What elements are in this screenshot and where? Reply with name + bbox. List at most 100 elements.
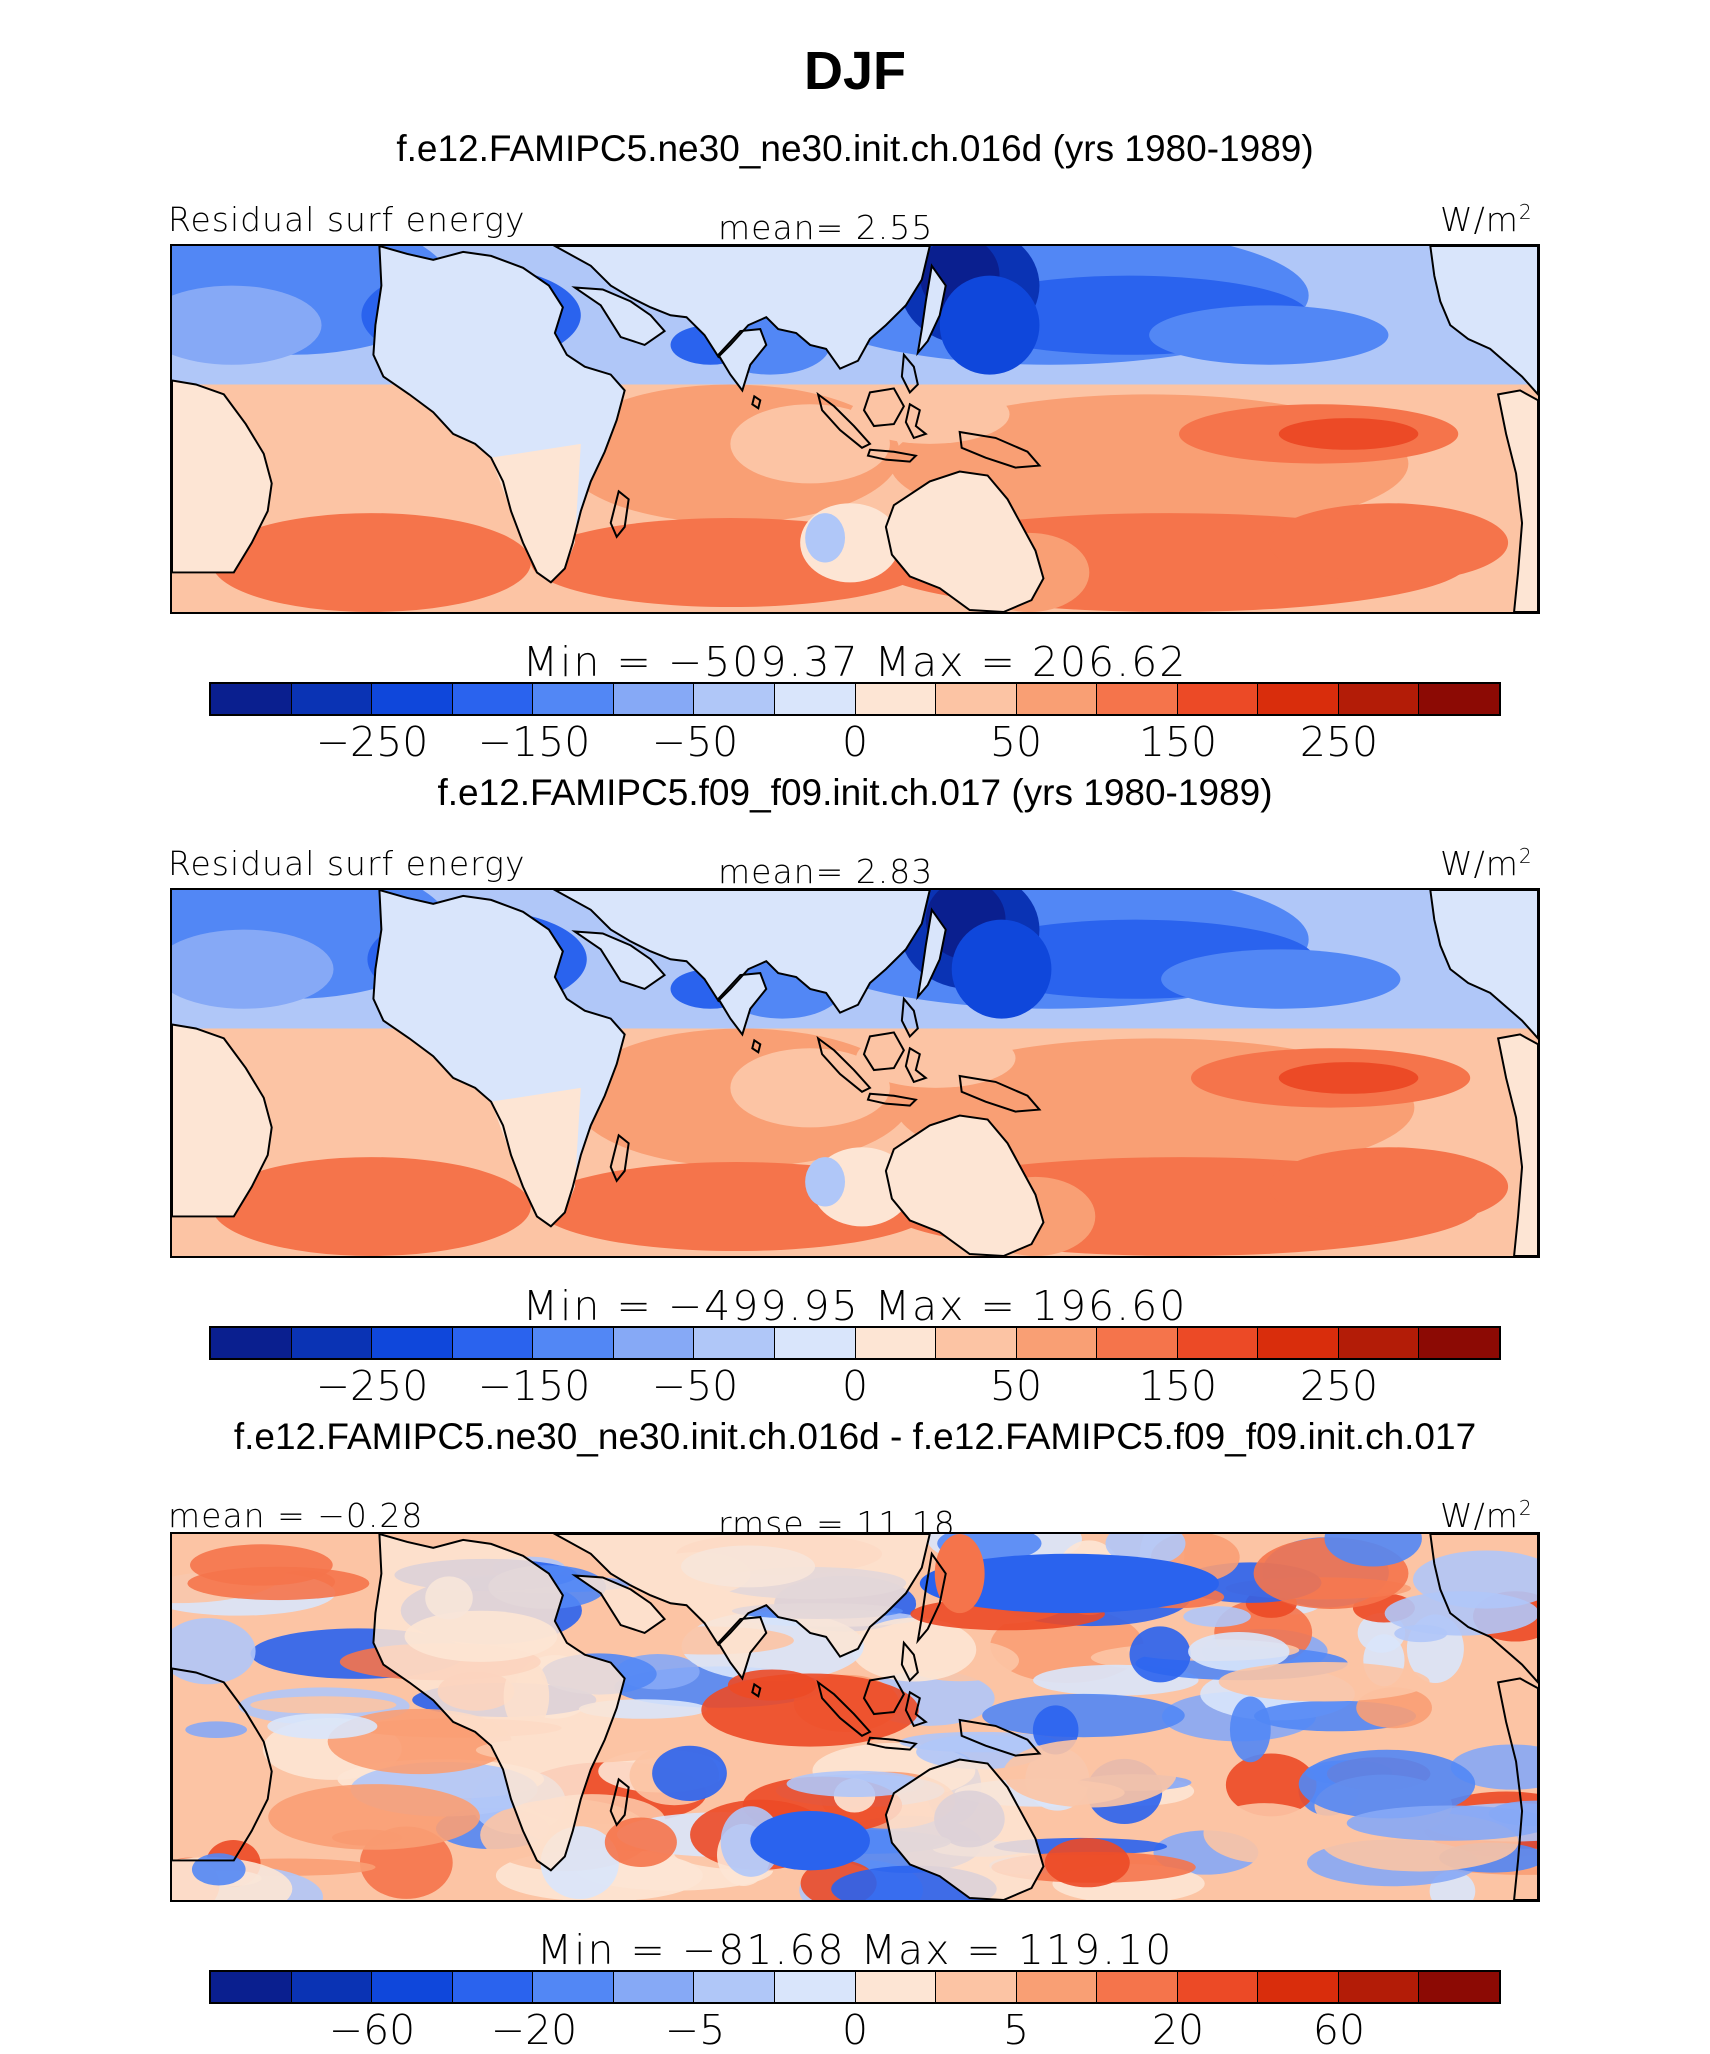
land-samerica_w [172,380,272,573]
coastline-japan [916,1551,947,1645]
diff-contour [189,1544,333,1586]
land-samerica_w [172,1024,272,1217]
coastline-samerica [1496,1033,1538,1256]
diff-contour [1346,1805,1538,1841]
colorbar-tick-label: −60 [328,2006,416,2054]
diff-contour [1129,1626,1191,1683]
colorbar-swatch [1338,684,1420,714]
land-fill [172,246,1538,612]
colorbar-tick-label: 50 [989,1362,1043,1410]
coastline-arabia [571,930,667,991]
colorbar-swatch [855,1972,937,2002]
map-panel [170,888,1540,1258]
units-exponent: 2 [1518,1496,1533,1520]
colorbar-tick-label: 20 [1151,2006,1205,2054]
diff-contour [652,1745,727,1801]
units-exponent: 2 [1518,844,1533,868]
case-title: f.e12.FAMIPC5.ne30_ne30.init.ch.016d - f… [233,1416,1477,1457]
colorbar-swatch [533,1328,614,1358]
diff-contour [172,1698,239,1717]
coastline-eurasia [552,890,931,1014]
field-contour [1268,1147,1509,1227]
diff-contour [1394,1624,1448,1643]
map-svg [172,890,1538,1256]
map-svg [172,1534,1538,1900]
min-max-label: Min = −81.68 Max = 119.10 [536,1926,1174,1974]
coastline-australia [884,1114,1045,1256]
colorbar-tick-label: 50 [989,718,1043,766]
coastline-australia [884,1758,1045,1900]
coastline-samerica_w [172,1667,273,1862]
coastline-africa [372,246,626,584]
coastline-madagascar [609,489,630,539]
land-samerica [1498,1034,1538,1256]
colorbar-tick-label: −250 [315,1362,429,1410]
coastline-philippines [900,996,919,1039]
case-title: f.e12.FAMIPC5.f09_f09.init.ch.017 (yrs 1… [437,772,1273,813]
coastline-srilanka [751,1682,762,1698]
colorbar-swatch [211,1328,292,1358]
coastline-india [717,972,768,1037]
field-contour [1149,305,1389,365]
diff-contour [1183,1606,1251,1627]
coastline-samerica_w [172,379,273,574]
coastline-eurasia [552,1534,931,1658]
diff-contour [250,1696,397,1714]
diff-contour [1218,1662,1430,1702]
colorbar-swatch [1258,1972,1339,2002]
field-contour [1161,949,1401,1009]
colorbar-swatch [1097,1328,1178,1358]
colorbar-swatch [1177,1328,1259,1358]
coastlines [172,890,1538,1256]
coastline-africa [372,1534,626,1872]
coastline-sulawesi [904,1690,928,1728]
land-australia [885,1759,1044,1900]
colorbar-swatch [372,1328,453,1358]
coastline-sumatra [816,391,872,449]
coastline-japan [916,907,947,1001]
colorbar-swatch [694,1328,775,1358]
land-australia [885,471,1044,612]
diff-contour [1229,1696,1271,1763]
diff-contour [786,1770,925,1797]
diff-contour [1324,1534,1422,1567]
diff-contour [934,1534,985,1614]
coastline-india [717,328,768,393]
coastline-japan [916,263,947,357]
colorbar-swatch [1097,684,1178,714]
colorbar-tick-label: 5 [1002,2006,1030,2054]
coastline-java [866,1092,918,1107]
diff-contour [750,1810,870,1871]
colorbar-tick-label: −20 [490,2006,578,2054]
field-contour [1278,1062,1419,1094]
diff-contour [1384,1591,1538,1636]
field-contour [730,404,890,484]
land-namerica [1430,246,1538,395]
coastline-india [717,1616,768,1681]
min-max-label: Min = −509.37 Max = 206.62 [522,638,1188,686]
coastline-madagascar [609,1777,630,1827]
field-contour [1268,503,1509,583]
coastline-philippines [900,352,919,395]
colorbar-swatch [1258,684,1339,714]
colorbar-swatch [372,1972,453,2002]
units-label: W/m2 [1440,844,1533,883]
field-contour [805,1157,846,1207]
coastline-namerica [1429,890,1538,1040]
colorbar-tick-label: −5 [664,2006,726,2054]
coastline-sulawesi [904,402,928,440]
diff-contour [919,1553,1219,1614]
coastline-namerica [1429,1534,1538,1684]
coastline-borneo [862,1675,905,1716]
colorbar-swatch [291,684,373,714]
field-contour [172,285,322,365]
field-contour [850,384,1010,444]
units-label: W/m2 [1440,200,1533,239]
map-svg [172,246,1538,612]
coastline-borneo [862,387,905,428]
diff-contour [982,1693,1185,1738]
diff-contour [268,1784,480,1850]
land-japan [917,909,946,997]
left-label: Residual surf energy [168,200,526,239]
field-contour [951,919,1052,1019]
